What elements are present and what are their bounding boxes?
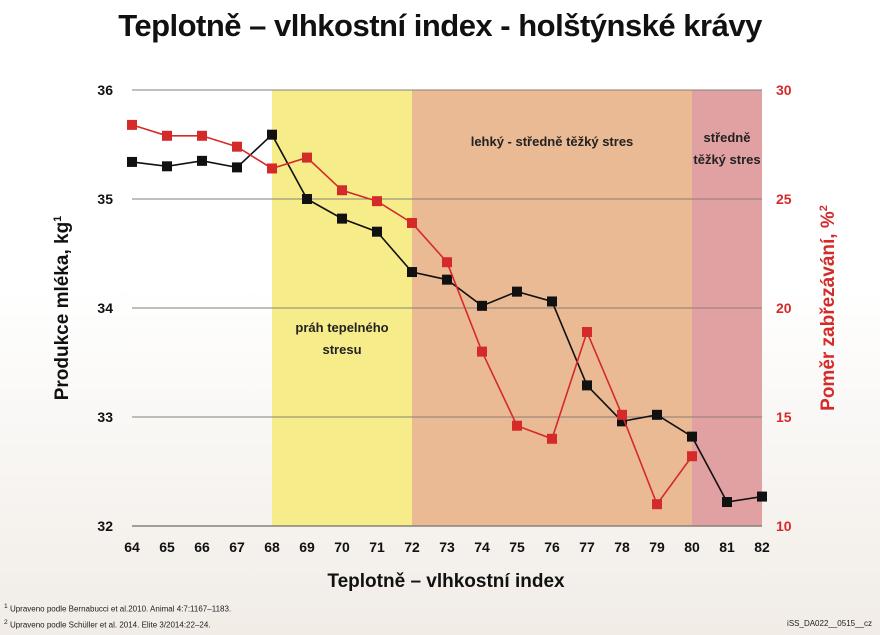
data-point xyxy=(477,346,487,357)
zone-label-1: stresu xyxy=(322,342,361,357)
x-tick-label: 77 xyxy=(579,539,595,555)
data-point xyxy=(162,130,172,141)
x-tick-label: 70 xyxy=(334,539,350,555)
data-point xyxy=(722,497,732,508)
x-tick-label: 67 xyxy=(229,539,245,555)
y-right-tick-label: 10 xyxy=(776,518,792,534)
data-point xyxy=(687,431,697,442)
zone-label-1: práh tepelného xyxy=(295,320,388,335)
data-point xyxy=(127,119,137,130)
data-point xyxy=(512,420,522,431)
y-right-tick-label: 20 xyxy=(776,300,792,316)
x-tick-label: 73 xyxy=(439,539,455,555)
x-tick-label: 76 xyxy=(544,539,560,555)
data-point xyxy=(232,141,242,152)
x-axis-title: Teplotně – vlhkostní index xyxy=(327,571,565,592)
zone-label-3: těžký stres xyxy=(693,152,760,167)
footnote-2-text: Upraveno podle Schüller et al. 2014. Eli… xyxy=(9,620,211,630)
y-left-tick-label: 33 xyxy=(97,409,113,425)
x-tick-label: 72 xyxy=(404,539,420,555)
footnote-1-number: 1 xyxy=(4,603,8,610)
data-point xyxy=(442,274,452,285)
data-point xyxy=(302,152,312,163)
y-left-tick-label: 35 xyxy=(97,191,113,207)
data-point xyxy=(477,300,487,311)
footnote-1: 1 Upraveno podle Bernabucci et al.2010. … xyxy=(4,603,231,614)
data-point xyxy=(512,286,522,297)
data-point xyxy=(582,380,592,391)
x-tick-label: 66 xyxy=(194,539,210,555)
x-tick-label: 80 xyxy=(684,539,700,555)
data-point xyxy=(617,416,627,427)
x-tick-label: 79 xyxy=(649,539,665,555)
data-point xyxy=(127,156,137,167)
data-point xyxy=(582,326,592,337)
y-left-tick-label: 34 xyxy=(97,300,113,316)
document-code: iSS_DA022__0515__cz xyxy=(787,619,872,628)
tick-labels: 64 65 66 67 68 69 70 71 72 73 74 75 76 77 78 79 80 81 82 32… xyxy=(97,82,791,555)
y-left-tick-label: 36 xyxy=(97,82,113,98)
x-tick-label: 64 xyxy=(124,539,140,555)
data-point xyxy=(267,129,277,140)
data-point xyxy=(652,499,662,510)
data-point xyxy=(547,433,557,444)
data-point xyxy=(232,162,242,173)
footnote-2: 2 Upraveno podle Schüller et al. 2014. E… xyxy=(4,619,211,630)
footnote-1-text: Upraveno podle Bernabucci et al.2010. An… xyxy=(9,604,232,614)
data-point xyxy=(407,217,417,228)
data-point xyxy=(372,226,382,237)
data-point xyxy=(197,155,207,166)
footnote-2-number: 2 xyxy=(4,619,8,626)
data-point xyxy=(337,185,347,196)
data-point xyxy=(442,257,452,268)
y-right-tick-label: 15 xyxy=(776,409,792,425)
x-tick-label: 69 xyxy=(299,539,315,555)
data-point xyxy=(267,163,277,174)
zone-label-3: středně xyxy=(704,130,751,145)
x-tick-label: 71 xyxy=(369,539,385,555)
chart-title: Teplotně – vlhkostní index - holštýnské … xyxy=(118,8,762,43)
y-right-tick-label: 30 xyxy=(776,82,792,98)
zone-label-2: lehký - středně těžký stres xyxy=(471,134,634,149)
y-left-tick-label: 32 xyxy=(97,518,113,534)
x-tick-label: 82 xyxy=(754,539,770,555)
zone-labels: práh tepelného stresu lehký - středně těžk… xyxy=(295,130,760,357)
series-lines xyxy=(127,119,767,510)
x-tick-label: 68 xyxy=(264,539,280,555)
data-point xyxy=(407,267,417,278)
x-tick-label: 78 xyxy=(614,539,630,555)
data-point xyxy=(162,161,172,172)
data-point xyxy=(302,194,312,204)
data-point xyxy=(687,451,697,462)
data-point xyxy=(197,130,207,141)
data-point xyxy=(617,409,627,420)
y-axis-right-title: Poměr zabřezávání, %2 xyxy=(818,205,839,411)
data-point xyxy=(372,196,382,207)
data-point xyxy=(652,409,662,420)
x-tick-label: 81 xyxy=(719,539,735,555)
x-tick-label: 74 xyxy=(474,539,490,555)
y-right-tick-label: 25 xyxy=(776,191,792,207)
x-tick-label: 75 xyxy=(509,539,525,555)
x-tick-label: 65 xyxy=(159,539,175,555)
data-point xyxy=(547,296,557,307)
data-point xyxy=(757,491,767,502)
data-point xyxy=(337,213,347,224)
y-axis-left-title: Produkce mléka, kg1 xyxy=(52,216,73,401)
